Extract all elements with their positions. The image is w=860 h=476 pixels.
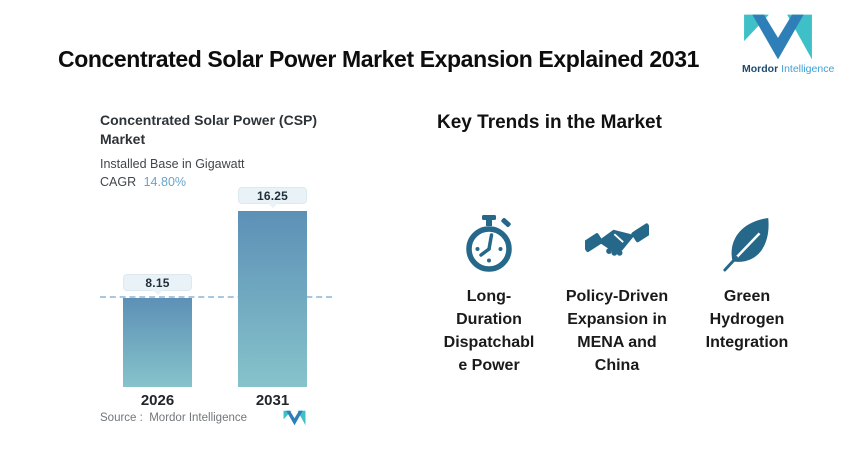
- bar-value-label: 16.25: [238, 187, 307, 208]
- chart-subtitle: Installed Base in Gigawatt: [100, 157, 245, 171]
- trend-item-long-duration: Long- Duration Dispatchabl e Power: [437, 212, 541, 377]
- stopwatch-icon: [466, 215, 512, 272]
- trend-label: Policy-Driven Expansion in MENA and Chin…: [565, 288, 669, 374]
- mordor-logo-icon: [744, 14, 812, 60]
- bar-group-2031: 16.25 2031: [238, 185, 307, 409]
- chart-source-row: Source : Mordor Intelligence: [100, 409, 332, 429]
- chart-title: Concentrated Solar Power (CSP) Market: [100, 112, 318, 147]
- cagr-label: CAGR: [100, 175, 137, 189]
- trend-item-green-hydrogen: Green Hydrogen Integration: [692, 212, 802, 354]
- brand-name: Mordor Intelligence: [742, 63, 835, 75]
- page-title: Concentrated Solar Power Market Expansio…: [58, 46, 699, 72]
- bar-value-label: 8.15: [123, 274, 192, 295]
- trend-icon-box: [437, 212, 541, 276]
- leaf-icon: [723, 217, 769, 272]
- trends-heading: Key Trends in the Market: [437, 112, 662, 133]
- x-axis-label: 2031: [255, 392, 290, 409]
- bar-group-2026: 8.15 2026: [123, 185, 192, 409]
- mordor-logo-mini-icon: [283, 410, 306, 426]
- trend-item-policy-driven: Policy-Driven Expansion in MENA and Chin…: [555, 212, 679, 377]
- bar-chart-plot: 8.15 2026 16.25 2031: [100, 185, 332, 409]
- brand-name-secondary: Intelligence: [781, 63, 835, 75]
- trend-label: Long- Duration Dispatchabl e Power: [443, 288, 535, 374]
- trend-icon-box: [555, 212, 679, 276]
- chart-source: Source : Mordor Intelligence: [100, 412, 248, 424]
- bar: [123, 298, 192, 387]
- bar: [238, 211, 307, 387]
- handshake-icon: [585, 223, 649, 256]
- reference-dashed-line: [100, 296, 332, 298]
- chart-cagr-row: CAGR 14.80%: [100, 175, 186, 189]
- trend-label: Green Hydrogen Integration: [705, 288, 789, 351]
- cagr-value: 14.80%: [143, 175, 187, 189]
- brand-logo: Mordor Intelligence: [742, 13, 835, 75]
- brand-name-primary: Mordor: [742, 63, 779, 75]
- x-axis-label: 2026: [140, 392, 175, 409]
- trend-icon-box: [692, 212, 802, 276]
